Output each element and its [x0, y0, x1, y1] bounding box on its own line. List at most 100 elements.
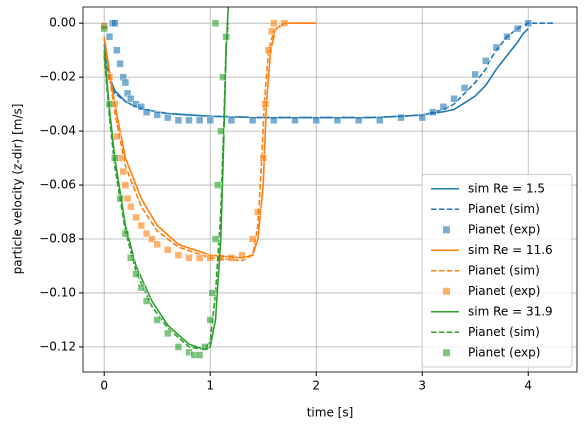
- data-point: [121, 78, 130, 87]
- data-point: [397, 113, 405, 122]
- data-point: [113, 132, 121, 141]
- data-point: [291, 116, 299, 125]
- data-point: [280, 19, 289, 27]
- data-point: [524, 19, 532, 27]
- data-point: [116, 194, 124, 203]
- x-tick-label: 4: [524, 379, 532, 393]
- data-point: [105, 32, 114, 41]
- data-point: [119, 167, 128, 176]
- data-point: [238, 251, 246, 259]
- data-point: [126, 202, 135, 211]
- data-point: [100, 24, 108, 33]
- data-point: [126, 94, 135, 103]
- data-point: [195, 116, 204, 125]
- data-point: [206, 116, 214, 125]
- data-point: [174, 251, 183, 259]
- y-tick-label: −0.08: [39, 232, 76, 246]
- data-point: [503, 32, 511, 41]
- legend-marker: [443, 226, 450, 234]
- data-point: [121, 181, 130, 189]
- data-point: [153, 111, 161, 119]
- legend-marker: [443, 287, 450, 295]
- data-point: [164, 246, 172, 254]
- y-tick-label: −0.04: [39, 124, 76, 138]
- data-point: [261, 100, 270, 108]
- data-point: [206, 254, 214, 262]
- data-point: [111, 154, 119, 162]
- data-point: [195, 254, 204, 262]
- data-point: [267, 27, 276, 36]
- x-axis-label: time [s]: [307, 406, 354, 420]
- data-point: [164, 329, 172, 338]
- y-tick-label: 0.00: [49, 16, 76, 30]
- legend-box: [421, 174, 573, 368]
- data-point: [376, 116, 384, 125]
- y-tick-label: −0.12: [39, 339, 76, 353]
- data-point: [227, 116, 236, 125]
- data-point: [201, 343, 209, 351]
- data-point: [142, 108, 151, 116]
- data-point: [211, 235, 220, 243]
- data-point: [126, 254, 135, 262]
- y-tick-label: −0.06: [39, 178, 76, 192]
- data-line: [103, 23, 230, 351]
- legend: sim Re = 1.5 Pianet (sim) Pianet (exp) sim …: [421, 174, 573, 368]
- x-tick-label: 2: [312, 379, 320, 393]
- data-point: [185, 254, 193, 262]
- data-point: [148, 235, 156, 243]
- legend-label: sim Re = 31.9: [468, 304, 553, 318]
- data-layer: [100, 7, 555, 359]
- data-point: [217, 127, 225, 135]
- data-point: [248, 235, 257, 243]
- data-point: [259, 154, 267, 162]
- data-point: [211, 19, 220, 27]
- data-point: [312, 116, 320, 125]
- data-point: [482, 57, 490, 65]
- data-point: [113, 46, 121, 54]
- data-point: [132, 270, 140, 278]
- data-point: [248, 116, 257, 125]
- data-point: [270, 19, 278, 27]
- data-point: [142, 229, 151, 238]
- data-point: [208, 289, 217, 297]
- data-line: [103, 7, 230, 351]
- data-point: [354, 116, 363, 125]
- data-point: [153, 240, 161, 249]
- data-point: [137, 283, 146, 292]
- legend-label: Pianet (sim): [468, 263, 540, 277]
- legend-label: Pianet (exp): [468, 284, 540, 298]
- data-point: [116, 59, 124, 68]
- data-point: [270, 116, 278, 125]
- data-point: [222, 32, 230, 41]
- data-point: [195, 351, 204, 359]
- legend-label: sim Re = 11.6: [468, 243, 553, 257]
- data-line: [103, 22, 311, 262]
- data-point: [492, 43, 501, 52]
- legend-label: Pianet (exp): [468, 222, 540, 236]
- y-tick-label: −0.02: [39, 70, 76, 84]
- data-point: [111, 19, 119, 27]
- data-point: [264, 46, 273, 54]
- x-tick-label: 3: [418, 379, 426, 393]
- data-point: [450, 94, 458, 103]
- data-point: [105, 100, 114, 108]
- ticks: 0 1 2 3 4 0.00 −0.02 −0.04 −0.06 −0.08 −0.10 −0.12: [39, 16, 532, 393]
- data-point: [185, 116, 193, 125]
- legend-label: Pianet (sim): [468, 325, 540, 339]
- data-point: [137, 221, 146, 230]
- data-point: [213, 181, 222, 189]
- data-point: [439, 103, 448, 111]
- data-point: [142, 297, 151, 305]
- data-point: [471, 70, 479, 79]
- data-point: [219, 73, 227, 81]
- legend-label: Pianet (sim): [468, 202, 540, 216]
- x-tick-label: 1: [206, 379, 214, 393]
- data-point: [174, 343, 183, 351]
- data-point: [123, 194, 132, 203]
- legend-label: Pianet (exp): [468, 345, 540, 359]
- data-point: [254, 208, 262, 216]
- legend-label: sim Re = 1.5: [468, 181, 545, 195]
- y-tick-label: −0.10: [39, 285, 76, 299]
- data-point: [121, 229, 130, 238]
